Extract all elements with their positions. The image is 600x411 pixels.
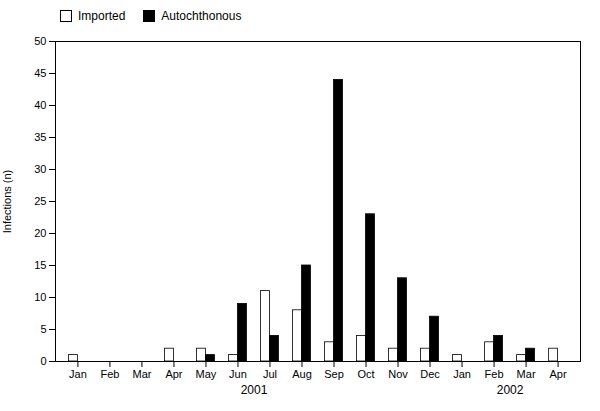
svg-text:Sep: Sep (324, 368, 344, 380)
svg-text:Apr: Apr (550, 368, 567, 380)
svg-text:Oct: Oct (357, 368, 374, 380)
svg-text:Mar: Mar (132, 368, 151, 380)
svg-text:40: 40 (34, 99, 46, 111)
svg-text:50: 50 (34, 35, 46, 47)
svg-text:2002: 2002 (497, 383, 524, 397)
svg-text:5: 5 (40, 323, 46, 335)
svg-text:25: 25 (34, 195, 46, 207)
svg-text:Apr: Apr (165, 368, 182, 380)
svg-text:35: 35 (34, 131, 46, 143)
svg-text:2001: 2001 (241, 383, 268, 397)
svg-text:Jan: Jan (453, 368, 471, 380)
svg-text:Feb: Feb (485, 368, 504, 380)
svg-text:Infections (n): Infections (n) (1, 170, 13, 234)
svg-text:Jul: Jul (263, 368, 277, 380)
svg-text:Dec: Dec (420, 368, 440, 380)
svg-text:Mar: Mar (517, 368, 536, 380)
svg-text:0: 0 (40, 355, 46, 367)
svg-text:20: 20 (34, 227, 46, 239)
svg-text:Aug: Aug (292, 368, 312, 380)
svg-text:30: 30 (34, 163, 46, 175)
html-text:Autochthonous: Autochthonous (161, 9, 242, 23)
svg-text:Jan: Jan (69, 368, 87, 380)
svg-text:45: 45 (34, 67, 46, 79)
svg-text:15: 15 (34, 259, 46, 271)
svg-text:May: May (196, 368, 217, 380)
svg-text:Jun: Jun (229, 368, 247, 380)
svg-text:10: 10 (34, 291, 46, 303)
svg-text:Nov: Nov (388, 368, 408, 380)
svg-text:Feb: Feb (100, 368, 119, 380)
html-text:Imported: Imported (78, 9, 126, 23)
